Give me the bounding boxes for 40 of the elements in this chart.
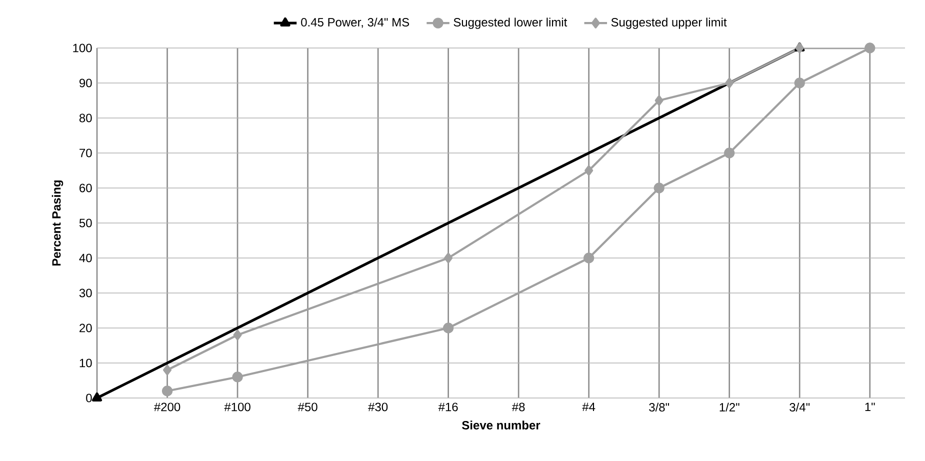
x-tick-label: 1/2" xyxy=(720,402,740,412)
x-tick-label: 1" xyxy=(865,402,875,411)
point xyxy=(233,330,242,340)
x-tick-label: 3/8" xyxy=(649,402,670,412)
x-axis-title: Sieve number xyxy=(462,420,540,430)
x-tick-label: #100 xyxy=(224,402,250,412)
y-tick-label: 10 xyxy=(80,358,92,368)
point xyxy=(583,252,594,264)
y-tick-label: 0 xyxy=(86,394,92,402)
y-tick-label: 40 xyxy=(79,254,92,262)
y-axis-title: Percent Pasing xyxy=(52,180,64,266)
legend-label: Suggested upper limit xyxy=(611,18,727,29)
point xyxy=(654,182,664,194)
point xyxy=(654,95,664,106)
x-tick-label: 3/4" xyxy=(790,402,810,412)
x-tick-label: #16 xyxy=(438,402,458,412)
point xyxy=(725,78,734,88)
y-tick-label: 50 xyxy=(79,218,92,228)
point xyxy=(162,364,172,376)
y-tick-label: 20 xyxy=(80,324,92,332)
legend-label: Suggested lower limit xyxy=(454,18,568,29)
point xyxy=(724,148,735,158)
y-tick-label: 60 xyxy=(80,184,92,192)
legend-label: 0.45 Power, 3/4" MS xyxy=(301,18,410,28)
x-tick-label: #200 xyxy=(154,402,180,412)
point xyxy=(584,165,594,176)
point xyxy=(444,252,453,264)
x-tick-label: #4 xyxy=(582,402,596,411)
point xyxy=(442,322,454,334)
point xyxy=(794,78,805,88)
x-tick-label: #8 xyxy=(512,402,525,412)
point xyxy=(162,386,173,396)
y-tick-label: 80 xyxy=(79,114,92,122)
x-tick-label: #50 xyxy=(298,402,318,412)
point xyxy=(232,372,243,382)
y-tick-label: 70 xyxy=(80,148,92,158)
y-tick-label: 100 xyxy=(73,44,92,52)
y-tick-label: 90 xyxy=(80,78,92,88)
y-tick-label: 30 xyxy=(79,288,92,298)
x-tick-label: #30 xyxy=(368,402,388,412)
